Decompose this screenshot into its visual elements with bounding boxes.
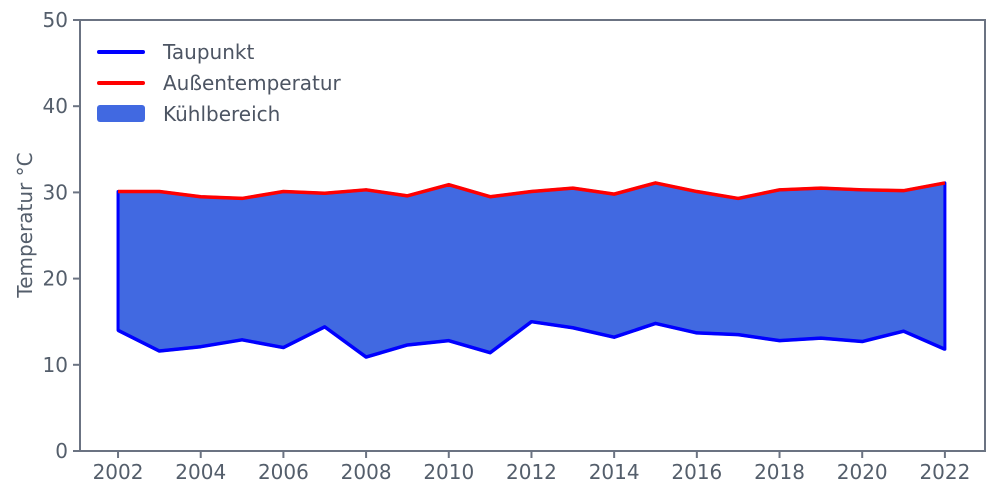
legend-item-aussentemperatur-label: Außentemperatur: [163, 70, 341, 95]
legend-item-taupunkt: Taupunkt: [97, 36, 341, 67]
x-tick-label: 2020: [837, 460, 888, 484]
kuehlbereich-patch-swatch: [97, 105, 145, 122]
x-tick-label: 2004: [175, 460, 226, 484]
x-tick-label: 2014: [589, 460, 640, 484]
kuehlbereich-area-fill: [116, 181, 947, 359]
legend-item-taupunkt-label: Taupunkt: [163, 39, 255, 64]
aussentemperatur-line: [118, 181, 946, 201]
y-axis-label: Temperatur °C: [13, 152, 37, 298]
x-tick-label: 2008: [341, 460, 392, 484]
taupunkt-line: [117, 319, 946, 359]
y-tick-label: 20: [43, 267, 68, 291]
y-tick-label: 50: [43, 8, 68, 32]
taupunkt-line-swatch: [97, 49, 145, 54]
aussentemperatur-line-swatch: [97, 80, 145, 85]
y-tick-label: 0: [55, 439, 68, 463]
x-tick-label: 2010: [423, 460, 474, 484]
y-tick-label: 40: [43, 94, 68, 118]
y-tick-label: 30: [43, 180, 68, 204]
legend-item-kuehlbereich-label: Kühlbereich: [163, 101, 281, 126]
x-tick-label: 2012: [506, 460, 557, 484]
legend-item-kuehlbereich: Kühlbereich: [97, 98, 341, 129]
y-tick-label: 10: [43, 353, 68, 377]
plot-border: [79, 19, 986, 452]
legend: Taupunkt Außentemperatur Kühlbereich: [97, 36, 341, 129]
x-tick-label: 2022: [919, 460, 970, 484]
x-tick-label: 2016: [671, 460, 722, 484]
x-tick-label: 2018: [754, 460, 805, 484]
legend-item-aussentemperatur: Außentemperatur: [97, 67, 341, 98]
x-tick-label: 2006: [258, 460, 309, 484]
x-tick-label: 2002: [93, 460, 144, 484]
